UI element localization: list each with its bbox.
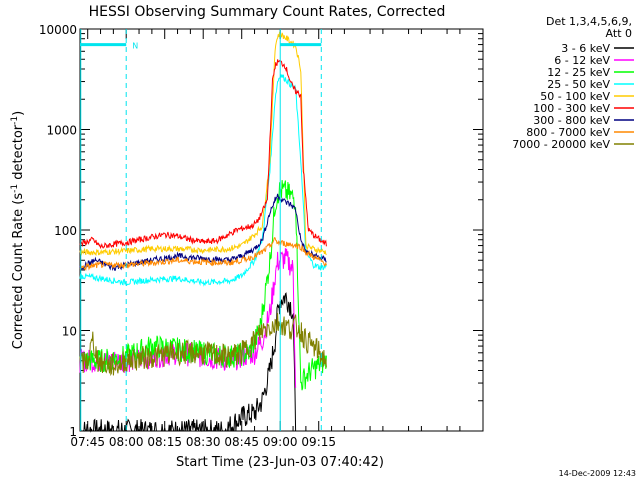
y-axis-label-sup: -1	[10, 184, 20, 193]
x-tick-label: 08:15	[147, 435, 182, 449]
legend-label: 12 - 25 keV	[547, 66, 610, 79]
series-line-5	[79, 31, 327, 257]
x-tick-label: 08:00	[109, 435, 144, 449]
plot-frame	[79, 28, 484, 432]
x-tick-label: 07:45	[70, 435, 105, 449]
legend-label: 3 - 6 keV	[561, 42, 610, 55]
y-axis-label-mid: detector	[11, 124, 26, 184]
series-lines	[79, 31, 327, 433]
x-tick-label: 08:30	[186, 435, 221, 449]
legend-label: 800 - 7000 keV	[526, 126, 610, 139]
y-axis-label: Corrected Count Rate (s-1 detector-1)	[10, 111, 26, 349]
x-tick-label: 09:00	[263, 435, 298, 449]
night-marker: N	[132, 42, 138, 51]
legend-label: 300 - 800 keV	[533, 114, 610, 127]
legend-label: 100 - 300 keV	[533, 102, 610, 115]
y-tick-label: 10	[62, 325, 77, 339]
y-tick-label: 100	[54, 224, 77, 238]
legend-label: 7000 - 20000 keV	[512, 138, 610, 151]
legend-header-line-1: Det 1,3,4,5,6,9,	[546, 15, 632, 28]
chart-title: HESSI Observing Summary Count Rates, Cor…	[89, 4, 446, 20]
plot-area	[79, 28, 484, 432]
x-tick-label: 08:45	[224, 435, 259, 449]
legend-label: 50 - 100 keV	[540, 90, 610, 103]
series-line-9	[79, 312, 327, 377]
series-line-6	[79, 59, 327, 250]
x-axis-label: Start Time (23-Jun-03 07:40:42)	[176, 455, 384, 470]
series-line-1	[79, 292, 297, 433]
y-axis-label-main: Corrected Count Rate (s	[11, 193, 26, 350]
series-line-4	[79, 74, 327, 287]
legend-label: 6 - 12 keV	[554, 54, 610, 67]
y-tick-label: 10000	[39, 23, 77, 37]
legend-label: 25 - 50 keV	[547, 78, 610, 91]
y-axis-label-end: )	[11, 111, 26, 116]
footer-date: 14-Dec-2009 12:43	[559, 469, 636, 478]
axis-ticks: 1 10 100 1000 10000 07:45 08:00 08:15 08:30 08:45…	[39, 23, 483, 449]
y-tick-label: 1	[69, 425, 77, 439]
y-axis-label-sup2: -1	[10, 116, 20, 125]
y-tick-label: 1000	[46, 124, 77, 138]
series-line-8	[79, 237, 327, 272]
x-tick-label: 09:15	[301, 435, 336, 449]
observing-overlay: N	[80, 29, 322, 431]
legend-header-line-2: Att 0	[606, 27, 632, 40]
